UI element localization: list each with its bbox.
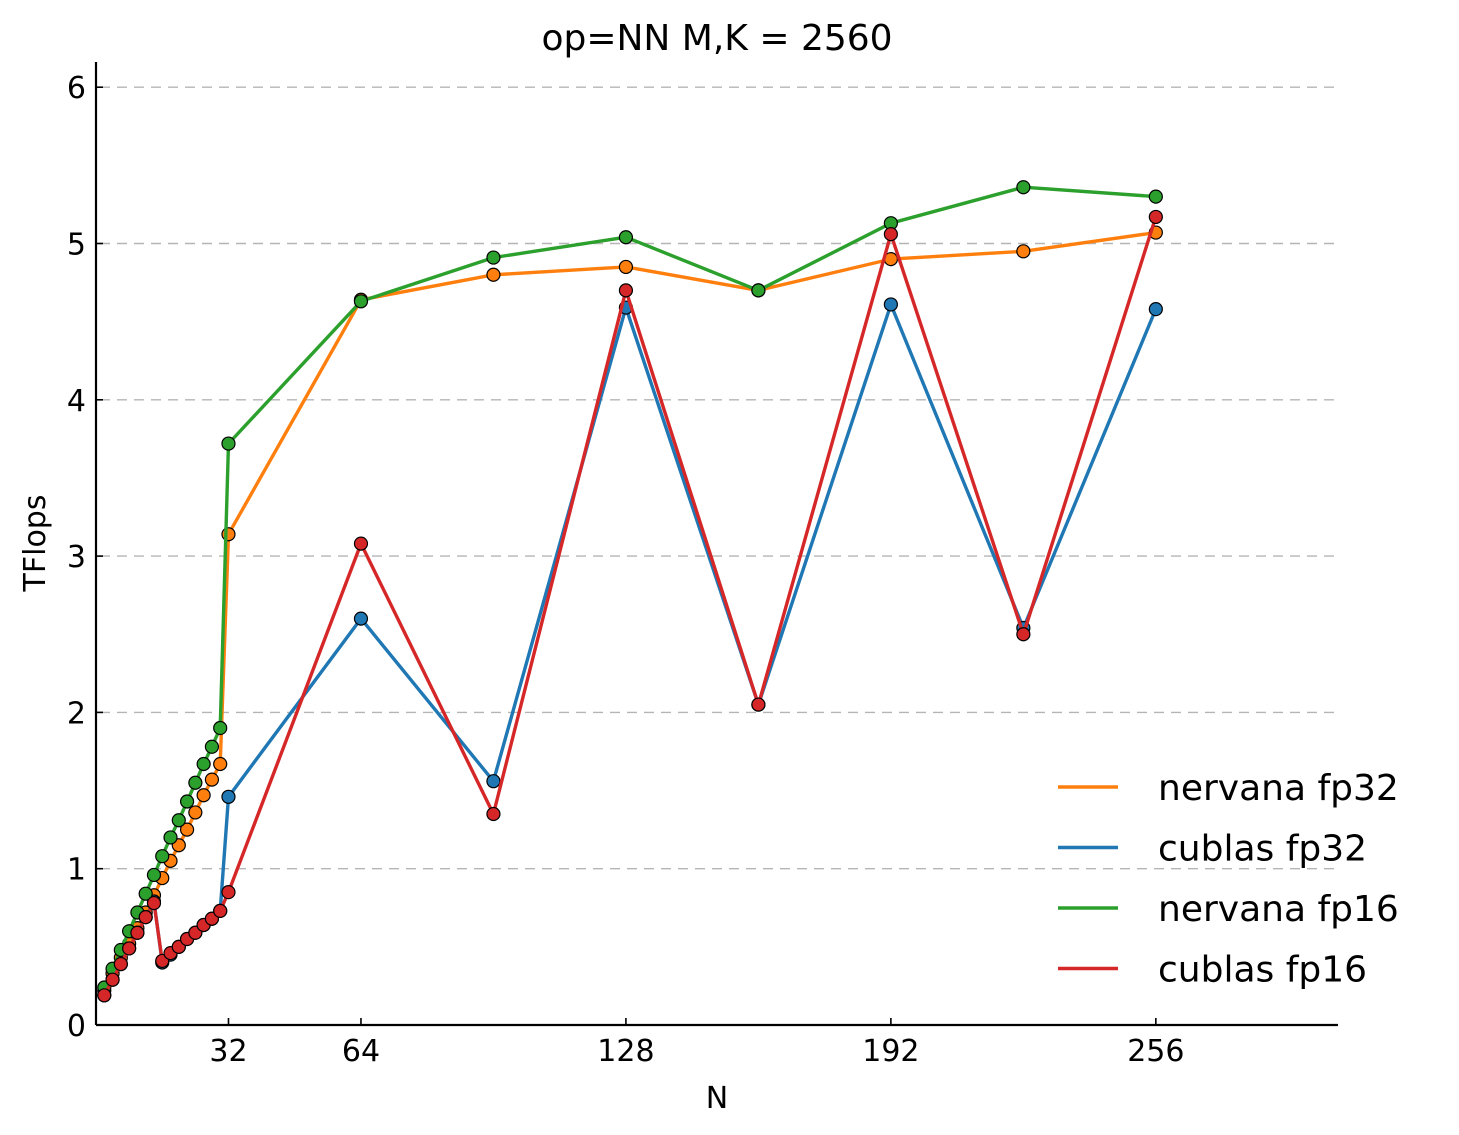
data-point (188, 805, 203, 820)
data-point (196, 788, 211, 803)
data-point (486, 806, 501, 822)
data-point (138, 886, 153, 901)
x-tick-label: 256 (1127, 1034, 1184, 1069)
legend-label: nervana fp32 (1158, 768, 1399, 809)
legend-label: cublas fp32 (1158, 829, 1367, 870)
y-axis-label: TFlops (18, 495, 53, 593)
legend: nervana fp32 cublas fp32 nervana fp16 cubla… (1058, 768, 1399, 991)
data-point (486, 267, 501, 282)
y-tick-label: 0 (67, 1009, 86, 1044)
data-point (1016, 180, 1031, 195)
data-point (163, 830, 178, 845)
data-point (213, 720, 228, 736)
y-ticks: 0 1 2 3 4 5 6 (67, 71, 103, 1044)
data-point (138, 910, 153, 925)
series-cublas-fp32 (97, 297, 1163, 1003)
y-tick-label: 1 (67, 853, 86, 888)
data-point (618, 283, 634, 298)
data-point (221, 789, 236, 804)
data-point (221, 436, 236, 451)
x-tick-label: 64 (342, 1034, 380, 1069)
x-tick-label: 192 (862, 1034, 919, 1069)
data-point (353, 611, 369, 626)
data-point (105, 972, 120, 987)
data-point (1148, 189, 1163, 204)
data-point (221, 527, 236, 542)
data-point (883, 297, 898, 312)
data-point (1148, 209, 1163, 225)
data-point (883, 227, 898, 242)
series (97, 180, 1163, 1003)
legend-label: cublas fp16 (1158, 950, 1367, 991)
gridlines (100, 86, 1338, 870)
data-point (618, 259, 634, 275)
data-point (146, 867, 162, 883)
data-point (486, 250, 501, 265)
data-point (113, 956, 128, 972)
y-tick-label: 5 (67, 228, 86, 263)
data-point (179, 794, 195, 809)
data-point (353, 294, 369, 309)
data-point (188, 775, 203, 790)
x-tick-label: 128 (597, 1034, 654, 1069)
data-point (213, 903, 228, 919)
data-point (213, 756, 228, 772)
data-point (1016, 627, 1031, 642)
chart-title: op=NN M,K = 2560 (541, 18, 892, 59)
data-point (1016, 244, 1031, 259)
data-point (204, 739, 220, 754)
y-tick-label: 4 (67, 384, 86, 419)
y-tick-label: 3 (67, 540, 86, 575)
data-point (751, 283, 766, 298)
axes (94, 62, 1338, 1027)
x-tick-label: 32 (209, 1034, 247, 1069)
y-tick-label: 6 (67, 71, 86, 106)
data-point (130, 925, 145, 940)
series-nervana-fp32 (97, 225, 1163, 998)
data-point (751, 697, 766, 712)
x-axis-label: N (706, 1081, 728, 1116)
data-point (97, 988, 112, 1003)
series-line (102, 230, 1157, 992)
data-point (171, 813, 186, 828)
data-point (618, 230, 634, 245)
data-point (353, 536, 369, 551)
data-point (196, 756, 211, 772)
data-point (221, 885, 236, 900)
y-tick-label: 2 (67, 696, 86, 731)
series-cublas-fp16 (97, 209, 1163, 1003)
x-ticks: 32 64 128 192 256 (209, 1018, 1184, 1069)
data-point (486, 774, 501, 789)
data-point (155, 849, 170, 864)
series-line (102, 216, 1158, 997)
data-point (146, 895, 162, 911)
data-point (122, 941, 137, 956)
data-point (204, 772, 220, 787)
data-point (1148, 302, 1163, 317)
legend-label: nervana fp16 (1158, 889, 1399, 930)
data-point (179, 822, 195, 837)
